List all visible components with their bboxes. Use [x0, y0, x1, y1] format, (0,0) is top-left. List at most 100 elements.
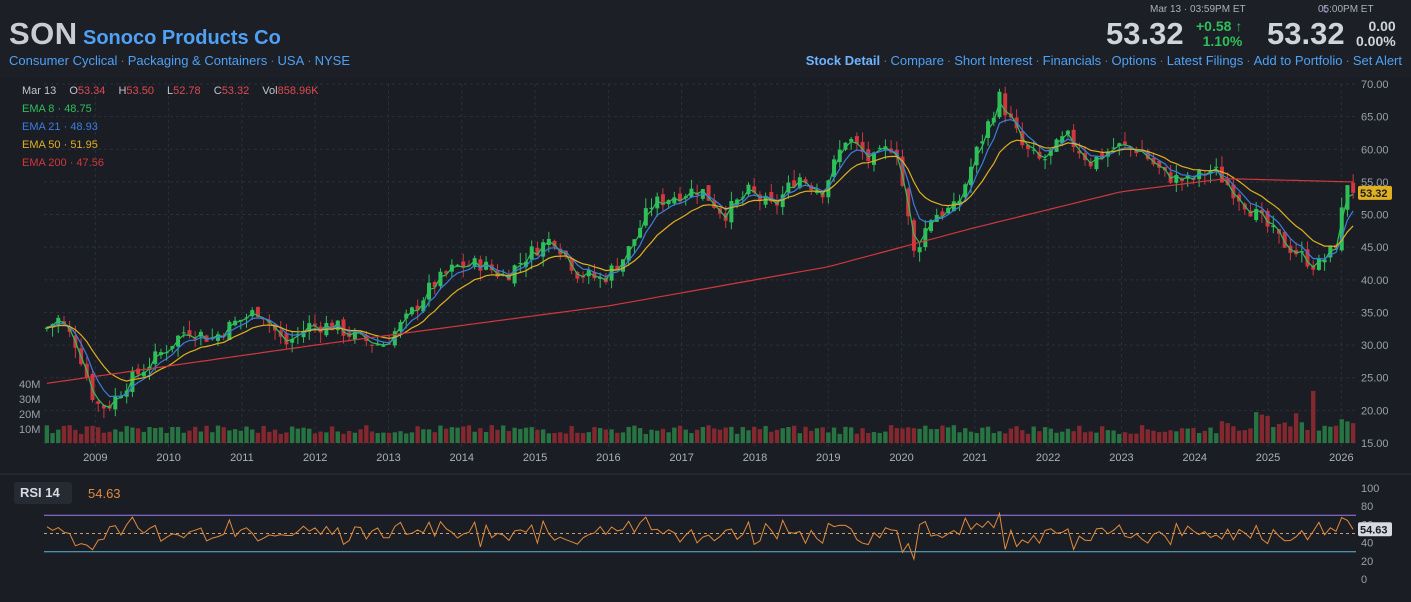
legend-ema-21[interactable]: EMA 21 · 48.93 — [22, 121, 98, 133]
separator: · — [946, 53, 952, 68]
volume-bar — [655, 430, 660, 443]
volume-bar — [985, 426, 991, 443]
volume-bar — [335, 431, 340, 443]
volume-tick-label: 30M — [19, 394, 40, 406]
stock-nav: Stock Detail · Compare · Short Interest · Fina… — [806, 53, 1402, 68]
nav-financials[interactable]: Financials — [1042, 53, 1102, 68]
close-price: 53.32 — [1106, 16, 1184, 51]
candle-body — [255, 307, 260, 318]
candle-body — [176, 335, 181, 347]
volume-bar — [1305, 429, 1310, 443]
volume-bar — [1219, 421, 1225, 443]
volume-bar — [1145, 429, 1150, 443]
price-tick-label: 35.00 — [1361, 307, 1389, 319]
volume-bar — [632, 425, 637, 443]
volume-bar — [1060, 431, 1065, 443]
volume-bar — [1134, 433, 1139, 443]
crumb-industry[interactable]: Packaging & Containers — [127, 53, 268, 68]
volume-bar — [1339, 419, 1344, 443]
volume-bar — [1276, 423, 1282, 443]
candle-body — [290, 339, 295, 343]
candle-body — [780, 194, 785, 208]
nav-stock-detail[interactable]: Stock Detail — [805, 53, 881, 68]
volume-bar — [706, 425, 711, 443]
volume-bar — [1048, 428, 1053, 443]
volume-bar — [404, 433, 409, 443]
volume-bar — [483, 431, 489, 443]
volume-bar — [278, 433, 283, 443]
volume-bar — [78, 433, 84, 443]
crumb-country[interactable]: USA — [277, 53, 305, 68]
candle-body — [626, 246, 631, 261]
price-tick-label: 20.00 — [1361, 405, 1389, 417]
legend-ema-8[interactable]: EMA 8 · 48.75 — [22, 103, 92, 115]
volume-bar — [238, 430, 243, 443]
nav-latest-filings[interactable]: Latest Filings — [1166, 53, 1244, 68]
rsi-tick-label: 100 — [1361, 483, 1379, 495]
candle-body — [803, 179, 808, 183]
volume-tick-label: 40M — [19, 379, 40, 391]
candle-body — [1339, 207, 1344, 251]
volume-bar — [1168, 430, 1173, 443]
nav-compare[interactable]: Compare — [890, 53, 944, 68]
volume-bar — [934, 429, 939, 443]
volume-bar — [963, 428, 968, 443]
legend-ema-200[interactable]: EMA 200 · 47.56 — [22, 157, 104, 169]
volume-bar — [90, 425, 95, 443]
nav-set-alert[interactable]: Set Alert — [1352, 53, 1402, 68]
candle-body — [535, 247, 540, 256]
volume-bar — [620, 432, 626, 443]
crumb-sector[interactable]: Consumer Cyclical — [9, 53, 118, 68]
candle-body — [678, 193, 683, 202]
legend-ema-50[interactable]: EMA 50 · 51.95 — [22, 139, 98, 151]
indicator-value: 47.56 — [76, 157, 104, 169]
volume-bar — [489, 425, 494, 443]
candle-body — [1071, 129, 1076, 148]
volume-bar — [312, 433, 318, 443]
candle-body — [980, 141, 985, 144]
volume-bar — [1071, 431, 1076, 443]
rsi-label[interactable]: RSI 14 — [14, 482, 72, 504]
candle-body — [1351, 182, 1356, 193]
volume-bar — [723, 427, 728, 443]
volume-bar — [352, 432, 358, 443]
nav-add-to-portfolio[interactable]: Add to Portfolio — [1253, 53, 1343, 68]
volume-bar — [911, 428, 917, 443]
volume-bar — [1122, 432, 1128, 443]
candle-body — [1100, 153, 1105, 159]
volume-bar — [421, 429, 426, 443]
low-label: L — [167, 85, 174, 97]
volume-bar — [923, 425, 928, 443]
volume-bar — [232, 429, 238, 443]
indicator-name: EMA 21 — [22, 121, 61, 133]
candle-body — [843, 142, 848, 150]
volume-bar — [466, 425, 472, 443]
crumb-exchange[interactable]: NYSE — [314, 53, 351, 68]
volume-bar — [683, 429, 688, 443]
volume-bar — [820, 427, 825, 443]
separator: · — [883, 53, 888, 68]
volume-bar — [67, 425, 72, 443]
candle-body — [466, 264, 471, 266]
candle-body — [689, 188, 694, 198]
volume-bar — [1020, 430, 1025, 443]
candle-body — [951, 201, 956, 212]
volume-bar — [124, 426, 129, 443]
volume-bar — [210, 432, 215, 443]
candle-body — [592, 272, 597, 279]
candle-body — [997, 91, 1002, 118]
candle-body — [877, 147, 882, 149]
rsi-tick-label: 20 — [1361, 556, 1373, 568]
nav-options[interactable]: Options — [1111, 53, 1157, 68]
moon-icon: ☾ — [1322, 4, 1332, 16]
candle-body — [649, 207, 654, 210]
volume-bar — [1191, 428, 1196, 443]
volume-bar — [506, 431, 512, 443]
separator: · — [1345, 53, 1350, 68]
company-name[interactable]: Sonoco Products Co — [83, 27, 281, 49]
candle-body — [752, 186, 757, 193]
volume-bar — [1139, 425, 1145, 443]
volume-bar — [175, 427, 181, 443]
nav-short-interest[interactable]: Short Interest — [954, 53, 1033, 68]
